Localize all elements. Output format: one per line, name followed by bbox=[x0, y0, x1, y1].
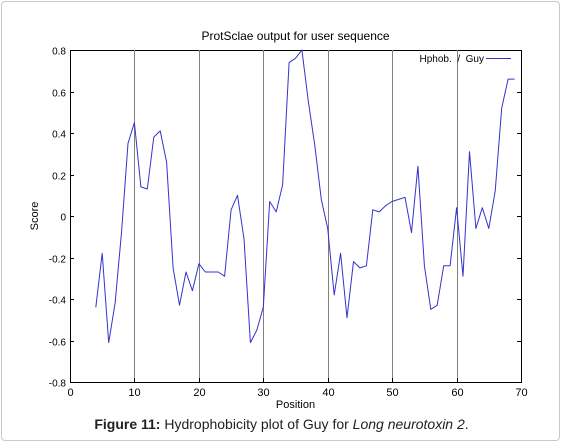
y-tick-label: 0.6 bbox=[52, 89, 66, 100]
y-tick-label: -0.4 bbox=[49, 296, 67, 307]
x-tick-label: 30 bbox=[257, 387, 269, 399]
y-tick-labels: -0.8 -0.6 -0.4 -0.2 0 0.2 0.4 0.6 0.8 bbox=[49, 47, 67, 390]
legend: Hphob. / Guy bbox=[420, 54, 511, 65]
caption-end: . bbox=[464, 416, 469, 432]
axis-ticks bbox=[70, 50, 522, 383]
y-tick-label: 0.8 bbox=[52, 47, 66, 58]
x-tick-label: 50 bbox=[386, 387, 398, 399]
x-tick-label: 10 bbox=[128, 387, 140, 399]
legend-label: Hphob. / Guy bbox=[420, 54, 484, 65]
y-tick-label: -0.2 bbox=[49, 255, 67, 266]
y-tick-label: 0.2 bbox=[52, 172, 66, 183]
x-axis-label: Position bbox=[276, 399, 315, 411]
x-tick-label: 60 bbox=[451, 387, 463, 399]
x-tick-label: 20 bbox=[193, 387, 205, 399]
plot-frame bbox=[70, 50, 522, 383]
x-tick-label: 0 bbox=[67, 387, 73, 399]
figure-caption: Figure 11: Hydrophobicity plot of Guy fo… bbox=[0, 416, 563, 432]
x-tick-label: 70 bbox=[515, 387, 527, 399]
x-tick-label: 40 bbox=[322, 387, 334, 399]
chart-title: ProtSclae output for user sequence bbox=[201, 29, 389, 43]
y-tick-label: -0.8 bbox=[49, 379, 67, 390]
y-tick-label: 0.4 bbox=[52, 130, 66, 141]
caption-emphasis: Long neurotoxin 2 bbox=[352, 416, 465, 432]
caption-text: Hydrophobicity plot of Guy for bbox=[160, 416, 353, 432]
y-axis-label: Score bbox=[29, 202, 41, 231]
y-tick-label: -0.6 bbox=[49, 338, 67, 349]
series-layer bbox=[95, 49, 515, 344]
y-tick-label: 0 bbox=[60, 213, 66, 224]
caption-label: Figure 11: bbox=[94, 416, 161, 432]
x-tick-labels: 0 10 20 30 40 50 60 70 bbox=[67, 387, 527, 399]
series-line bbox=[95, 49, 515, 344]
